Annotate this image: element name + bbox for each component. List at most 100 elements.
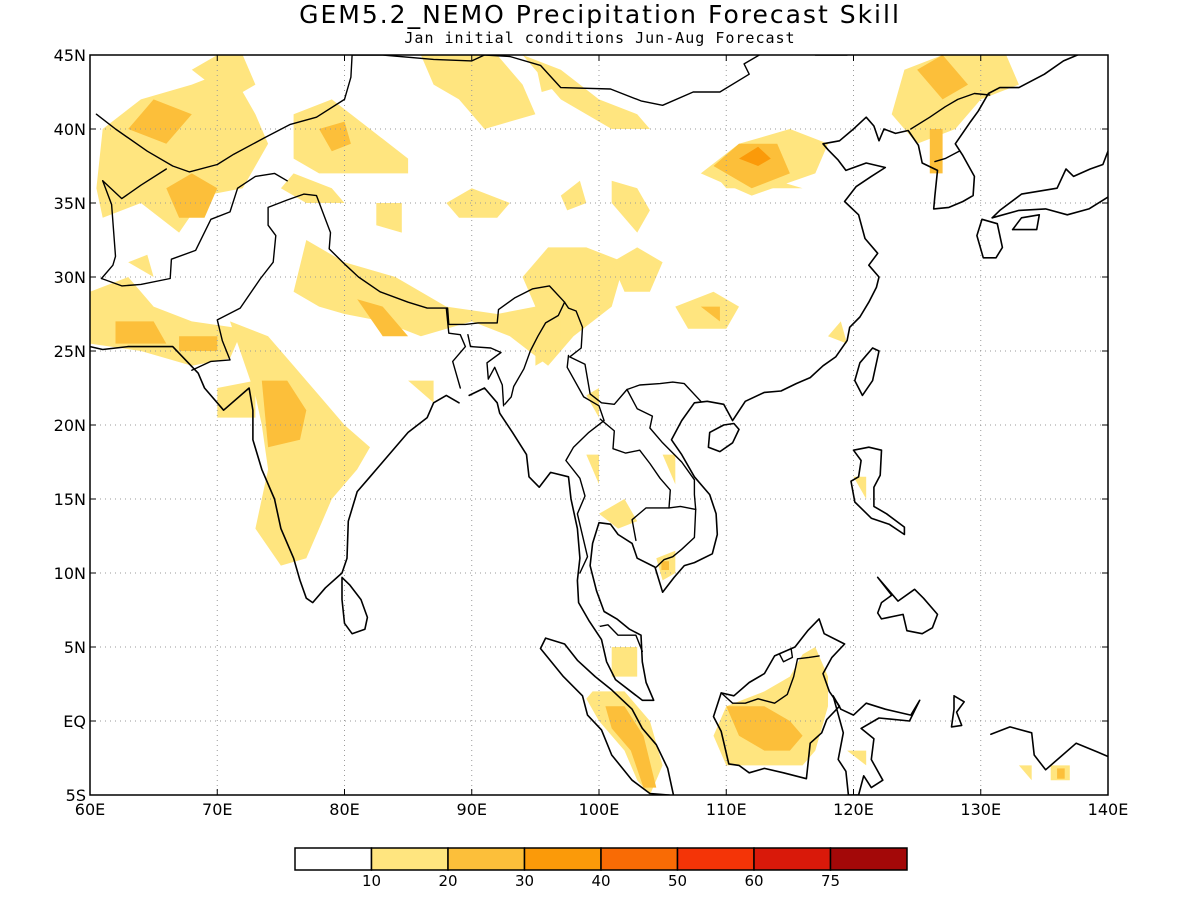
coastline-16 xyxy=(991,150,1108,219)
skill-region-4 xyxy=(293,99,409,174)
skill-region-30 xyxy=(90,277,243,366)
colorbar: 10 20 30 40 50 60 75 xyxy=(294,847,908,890)
country-border-8 xyxy=(504,301,566,405)
skill-region-3 xyxy=(166,173,218,218)
country-border-7 xyxy=(467,334,505,407)
skill-region-20 xyxy=(376,203,402,233)
skill-region-45 xyxy=(611,647,638,677)
country-border-12 xyxy=(655,508,697,568)
skill-region-17 xyxy=(446,188,510,218)
skill-region-29 xyxy=(828,321,848,344)
country-border-5 xyxy=(191,193,702,405)
country-border-13 xyxy=(351,55,486,62)
lon-tick-label: 120E xyxy=(833,800,874,819)
skill-region-31 xyxy=(115,321,167,344)
country-border-4 xyxy=(100,172,288,287)
coastline-5 xyxy=(854,347,880,397)
colorbar-swatch-8 xyxy=(829,847,908,871)
coastline-3 xyxy=(468,55,1079,702)
country-border-20 xyxy=(779,647,794,663)
skill-region-19 xyxy=(611,180,650,233)
country-border-9 xyxy=(565,354,605,574)
coastline-1 xyxy=(90,345,460,604)
lat-tick-label: 15N xyxy=(54,490,86,509)
coastline-11 xyxy=(950,695,965,728)
colorbar-swatch-6 xyxy=(676,847,755,871)
skill-region-1 xyxy=(96,69,269,233)
country-border-2 xyxy=(102,168,167,200)
skill-region-8 xyxy=(522,55,650,129)
country-border-16 xyxy=(910,92,991,130)
country-border-19 xyxy=(720,655,820,704)
colorbar-swatch-2 xyxy=(370,847,449,871)
country-border-layer xyxy=(95,55,991,704)
skill-region-16 xyxy=(739,146,771,166)
skill-region-49 xyxy=(726,706,803,751)
lon-tick-label: 90E xyxy=(457,800,487,819)
lon-tick-label: 80E xyxy=(329,800,359,819)
skill-region-51 xyxy=(1018,765,1032,781)
coastline-9 xyxy=(876,576,939,635)
coastline-8 xyxy=(850,446,906,536)
skill-region-27 xyxy=(700,306,720,322)
lat-tick-label: 45N xyxy=(54,46,86,65)
country-border-18 xyxy=(599,624,643,653)
coastline-10 xyxy=(832,695,921,795)
lat-tick-label: EQ xyxy=(63,712,86,731)
colorbar-label: 40 xyxy=(591,872,610,890)
country-border-3 xyxy=(100,180,117,280)
skill-region-32 xyxy=(179,336,218,351)
skill-region-10 xyxy=(891,55,1019,144)
skill-region-40 xyxy=(662,454,676,485)
lat-tick-label: 10N xyxy=(54,564,86,583)
country-border-1 xyxy=(95,55,353,173)
country-border-15 xyxy=(814,55,848,56)
colorbar-label: 30 xyxy=(515,872,534,890)
lon-tick-label: 140E xyxy=(1088,800,1129,819)
skill-region-37 xyxy=(408,380,434,403)
skill-region-18 xyxy=(560,180,587,211)
latitude-axis: 5S EQ 5N 10N 15N 20N 25N 30N 35N 40N 45N xyxy=(54,46,1108,805)
coastline-2 xyxy=(341,576,369,635)
country-border-11 xyxy=(626,388,697,511)
coastline-13 xyxy=(976,218,1004,259)
skill-region-53 xyxy=(1057,768,1065,779)
chart-title: GEM5.2_NEMO Precipitation Forecast Skill xyxy=(299,0,901,29)
skill-region-33 xyxy=(128,254,154,277)
chart-subtitle: Jan initial conditions Jun-Aug Forecast xyxy=(404,29,795,47)
skill-region-21 xyxy=(280,173,345,203)
skill-region-5 xyxy=(319,121,351,152)
country-border-14 xyxy=(483,55,760,106)
coastline-4 xyxy=(707,422,740,453)
skill-region-23 xyxy=(357,299,409,337)
colorbar-swatch-4 xyxy=(523,847,602,871)
colorbar-label: 10 xyxy=(362,872,381,890)
skill-region-28 xyxy=(535,291,561,366)
skill-region-35 xyxy=(261,380,307,448)
colorbar-swatch-7 xyxy=(753,847,832,871)
coastline-14 xyxy=(1011,214,1041,231)
country-border-17 xyxy=(934,150,960,163)
colorbar-swatch-1 xyxy=(294,847,373,871)
skill-region-39 xyxy=(586,454,599,485)
skill-region-7 xyxy=(420,55,536,129)
lon-tick-label: 70E xyxy=(202,800,232,819)
map-plot-area xyxy=(89,54,1109,796)
skill-region-43 xyxy=(661,561,669,570)
skill-shading-layer xyxy=(90,55,1070,795)
skill-region-50 xyxy=(847,750,867,766)
skill-region-44 xyxy=(853,476,867,499)
skill-region-15 xyxy=(713,143,790,189)
coastline-12 xyxy=(990,726,1108,771)
colorbar-label: 20 xyxy=(438,872,457,890)
lat-tick-label: 30N xyxy=(54,268,86,287)
skill-region-11 xyxy=(917,55,968,100)
lat-tick-label: 20N xyxy=(54,416,86,435)
colorbar-swatch-3 xyxy=(447,847,526,871)
colorbar-label: 60 xyxy=(744,872,763,890)
lat-tick-label: 25N xyxy=(54,342,86,361)
colorbar-label: 50 xyxy=(668,872,687,890)
skill-region-2 xyxy=(128,99,192,144)
